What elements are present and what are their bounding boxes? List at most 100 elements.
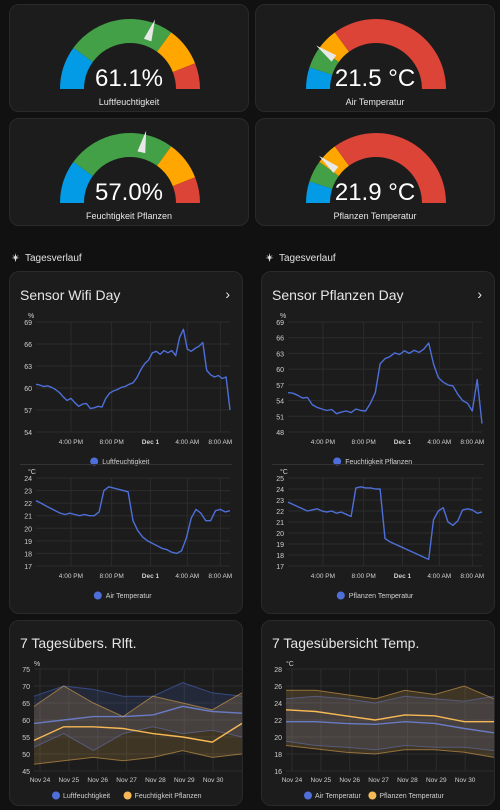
x-tick-label: Nov 30 <box>203 777 224 784</box>
y-tick-label: 66 <box>24 342 32 349</box>
y-tick-label: 22 <box>24 501 32 508</box>
y-tick-label: 63 <box>24 364 32 371</box>
card-title: 7 Tagesübersicht Temp. <box>272 635 420 651</box>
x-tick-label: Nov 27 <box>368 777 389 784</box>
gauge-segment-3 <box>334 19 446 90</box>
x-tick-label: 8:00 PM <box>352 573 376 580</box>
min-line <box>285 740 494 752</box>
legend-item: Feuchtigkeit Pflanzen <box>333 457 412 466</box>
gauge-card-feuchtigkeit-pflanzen[interactable]: 57.0% Feuchtigkeit Pflanzen <box>9 118 249 226</box>
y-tick-label: 48 <box>276 430 284 437</box>
unit-label: % <box>34 661 40 668</box>
legend-item: Pflanzen Temperatur <box>336 591 414 600</box>
unit-label: % <box>280 313 286 320</box>
y-tick-label: 63 <box>276 351 284 358</box>
legend-dot <box>93 591 102 600</box>
legend-label: Pflanzen Temperatur <box>349 593 414 600</box>
y-tick-label: 28 <box>274 667 282 674</box>
gauge-pflanzen-temperatur <box>306 133 446 203</box>
legend-dot <box>333 457 342 466</box>
min-line <box>33 750 242 765</box>
y-tick-label: 60 <box>276 367 284 374</box>
separator <box>20 464 232 465</box>
y-tick-label: 20 <box>24 526 32 533</box>
series-line <box>35 328 231 411</box>
y-tick-label: 70 <box>22 684 30 691</box>
y-tick-label: 54 <box>24 430 32 437</box>
y-tick-label: 16 <box>274 769 282 776</box>
x-tick-label: 4:00 AM <box>427 439 451 446</box>
max-line <box>285 695 494 704</box>
y-tick-label: 18 <box>24 551 32 558</box>
legend-dot <box>52 791 60 800</box>
gauge-needle <box>143 19 156 42</box>
gauge-segment-0 <box>60 47 93 89</box>
legend-label: Air Temperatur <box>106 593 152 600</box>
y-tick-label: 45 <box>22 769 30 776</box>
x-tick-label: 8:00 PM <box>100 573 124 580</box>
y-tick-label: 65 <box>22 701 30 708</box>
gauge-segment-2 <box>319 32 349 62</box>
gauge-segment-0 <box>306 67 333 89</box>
card-title: Sensor Pflanzen Day <box>272 287 404 303</box>
range-band <box>34 686 242 765</box>
x-tick-label: Nov 24 <box>30 777 51 784</box>
range-band <box>34 682 242 751</box>
chevron-right-icon[interactable]: › <box>225 286 230 302</box>
gauge-feuchtigkeit-pflanzen <box>60 130 200 203</box>
max-line <box>286 685 494 700</box>
mean-line <box>33 722 242 743</box>
x-tick-label: 8:00 AM <box>460 573 484 580</box>
mean-line <box>285 709 494 723</box>
chart-7-tage-rlft: % 45 50 55 60 65 70 75 Nov 24 Nov 25 Nov 26 Nov 27 N… <box>22 661 242 800</box>
gauge-label: Air Temperatur <box>345 97 405 107</box>
legend-label: Pflanzen Temperatur <box>379 793 444 800</box>
legend-dot <box>123 791 132 800</box>
y-tick-label: 24 <box>274 701 282 708</box>
legend-label: Luftfeuchtigkeit <box>102 459 149 466</box>
unit-label: °C <box>28 468 36 476</box>
max-line <box>33 682 242 697</box>
y-tick-label: 60 <box>24 386 32 393</box>
y-tick-label: 20 <box>274 735 282 742</box>
y-tick-label: 24 <box>276 487 284 494</box>
unit-label: % <box>28 313 34 320</box>
y-tick-label: 26 <box>274 684 282 691</box>
y-tick-label: 24 <box>24 476 32 483</box>
y-tick-label: 69 <box>276 320 284 327</box>
x-tick-label: 8:00 AM <box>208 573 232 580</box>
gauge-value: 21.5 °C <box>334 65 416 92</box>
mean-line <box>286 720 494 734</box>
gauge-segment-1 <box>309 47 339 75</box>
y-tick-label: 75 <box>22 667 30 674</box>
x-tick-label: Nov 30 <box>455 777 476 784</box>
gauge-needle <box>137 130 147 154</box>
x-tick-label: 8:00 AM <box>208 439 232 446</box>
legend-dot <box>304 791 312 800</box>
x-tick-label: 8:00 PM <box>100 439 124 446</box>
gauge-label: Pflanzen Temperatur <box>333 211 417 221</box>
x-tick-label: Dec 1 <box>394 573 412 580</box>
card-sensor-wifi-day: Sensor Wifi Day › % 54 57 60 63 66 69 4:00 PM 8:… <box>9 271 243 614</box>
gauge-card-air-temperatur[interactable]: 21.5 °C Air Temperatur <box>255 4 495 112</box>
legend-item: Pflanzen Temperatur <box>368 791 445 800</box>
gauge-card-luftfeuchtigkeit[interactable]: 61.1% Luftfeuchtigkeit <box>9 4 249 112</box>
chevron-right-icon[interactable]: › <box>477 286 482 302</box>
separator <box>272 464 484 465</box>
chart-luftfeuchtigkeit-day: % 54 57 60 63 66 69 4:00 PM 8:00 PM Dec 1 4:00 AM 8… <box>24 313 232 466</box>
gauge-card-pflanzen-temperatur[interactable]: 21.9 °C Pflanzen Temperatur <box>255 118 495 226</box>
x-tick-label: 4:00 AM <box>175 439 199 446</box>
x-tick-label: 4:00 AM <box>427 573 451 580</box>
x-tick-label: Nov 25 <box>59 777 80 784</box>
cannabis-leaf-icon <box>11 253 20 262</box>
gauge-segment-2 <box>157 32 196 73</box>
mean-line <box>33 705 242 725</box>
section-title: Tagesverlauf <box>279 253 336 264</box>
y-tick-label: 17 <box>24 564 32 571</box>
section-header-left: Tagesverlauf <box>11 253 82 264</box>
series-line <box>287 486 483 561</box>
x-tick-label: Dec 1 <box>394 439 412 446</box>
x-tick-label: Nov 27 <box>116 777 137 784</box>
gauge-luftfeuchtigkeit <box>60 18 200 89</box>
gauge-segment-0 <box>60 161 93 203</box>
